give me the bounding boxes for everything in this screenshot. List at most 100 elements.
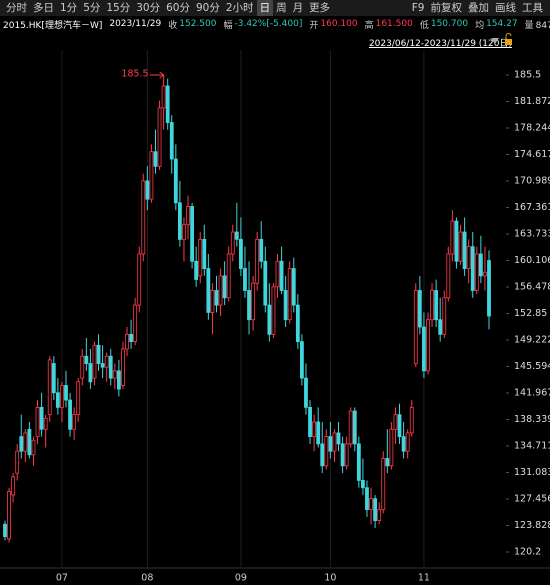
- period-tab[interactable]: 周: [276, 2, 287, 14]
- candle-body: [214, 290, 219, 306]
- candle-body: [104, 355, 109, 368]
- candle-body: [198, 238, 203, 277]
- y-tick-label: 141.967: [514, 387, 550, 398]
- y-tick-label: 160.106: [514, 255, 550, 266]
- candle-body: [462, 231, 467, 269]
- period-tab[interactable]: 月: [292, 2, 304, 14]
- y-tick-label: 123.828: [514, 520, 550, 531]
- candle-body: [251, 282, 256, 321]
- y-tick-label: 170.989: [514, 175, 550, 186]
- candle-body: [283, 290, 288, 321]
- candle-body: [145, 180, 150, 200]
- candle-body: [336, 432, 341, 445]
- candle-body: [92, 344, 97, 379]
- symbol: 2015.HK[理想汽车－W]: [3, 20, 103, 31]
- candle-body: [218, 275, 223, 306]
- candle-body: [64, 385, 68, 401]
- candle-body: [422, 326, 426, 372]
- candle-body: [19, 436, 24, 452]
- candle-body: [222, 275, 227, 299]
- candle-body: [409, 406, 414, 434]
- candle-body: [35, 406, 40, 437]
- period-tab[interactable]: 日: [256, 0, 274, 16]
- candle-body: [478, 253, 483, 277]
- x-tick-label: 10: [324, 573, 336, 584]
- period-tab[interactable]: 5分: [83, 2, 101, 14]
- candle-body: [226, 253, 231, 299]
- candle-body: [369, 498, 373, 511]
- candle-body: [442, 297, 447, 335]
- candle-body: [413, 290, 418, 364]
- tool-button[interactable]: 画线: [495, 2, 516, 14]
- period-tab[interactable]: 2小时: [225, 2, 254, 14]
- tool-button[interactable]: F9: [411, 2, 425, 14]
- lock[interactable]: [505, 39, 512, 45]
- candle-body: [31, 439, 36, 456]
- tool-button[interactable]: 叠加: [468, 2, 489, 14]
- period-tab[interactable]: 多日: [33, 2, 54, 14]
- field-value: -3.42%[-5.400]: [234, 19, 303, 29]
- field-label: 量: [524, 20, 534, 31]
- candle-body: [381, 458, 386, 511]
- candle-body: [356, 443, 361, 481]
- y-tick-label: 174.617: [514, 149, 550, 160]
- candle-body: [230, 231, 235, 255]
- field-value: 150.700: [430, 19, 469, 29]
- candle-body: [80, 355, 85, 379]
- x-tick-label: 07: [56, 573, 68, 584]
- period-tab[interactable]: 分时: [6, 2, 27, 14]
- candle-body: [141, 180, 146, 255]
- candle-body: [60, 385, 64, 408]
- candle-body: [51, 363, 56, 394]
- candle-body: [361, 480, 365, 489]
- candle-body: [88, 363, 93, 383]
- period-tab[interactable]: 更多: [309, 2, 331, 14]
- period-tab[interactable]: 1分: [60, 2, 78, 14]
- candle-body: [173, 158, 178, 204]
- candle-body: [39, 406, 44, 430]
- x-tick-label: 09: [235, 573, 247, 584]
- candle-body: [365, 487, 369, 511]
- candle-body: [263, 260, 268, 306]
- candle-body: [373, 498, 378, 521]
- y-tick-label: 149.222: [514, 335, 550, 346]
- period-tab[interactable]: 30分: [136, 2, 161, 14]
- period-tabs: 分时 多日 1分 5分 15分 30分 60分 90分 2小时日周月更多: [0, 0, 333, 16]
- x-tick-label: 11: [418, 573, 430, 584]
- candle-body: [161, 85, 166, 109]
- candle-body: [7, 490, 11, 540]
- candle-body: [112, 370, 117, 379]
- candle-body: [352, 410, 357, 445]
- candle-body: [438, 319, 443, 335]
- candle-body: [116, 370, 121, 390]
- candle-body: [474, 253, 479, 291]
- y-tick-label: 138.339: [514, 414, 550, 425]
- candle-body: [389, 428, 394, 467]
- candle-body: [417, 290, 422, 328]
- range[interactable]: 2023/06/12-2023/11/29 (120日): [368, 39, 512, 49]
- y-tick-label: 145.594: [514, 361, 550, 372]
- field-value: 154.27: [486, 19, 518, 29]
- field-label: 收: [168, 20, 178, 31]
- candle-body: [15, 450, 20, 474]
- candle-body: [308, 406, 312, 437]
- period-tab[interactable]: 90分: [196, 2, 220, 14]
- candle-body: [3, 523, 7, 538]
- candle-body: [68, 399, 72, 430]
- candle-body: [271, 286, 276, 335]
- tool-button[interactable]: 前复权: [430, 2, 463, 14]
- candle-body: [385, 458, 390, 467]
- candle-body: [186, 206, 190, 226]
- candle-body: [332, 432, 337, 452]
- candle-body: [243, 268, 247, 291]
- y-tick-label: 163.733: [514, 229, 550, 240]
- candle-body: [84, 355, 89, 364]
- candle-body: [316, 421, 321, 445]
- y-tick-label: 185.5: [514, 70, 541, 81]
- dropdown[interactable]: [491, 38, 499, 44]
- field-value: 160.100: [320, 19, 358, 29]
- period-tab[interactable]: 15分: [106, 2, 131, 14]
- tool-button[interactable]: 工具: [522, 2, 543, 14]
- period-tab[interactable]: 60分: [166, 2, 190, 14]
